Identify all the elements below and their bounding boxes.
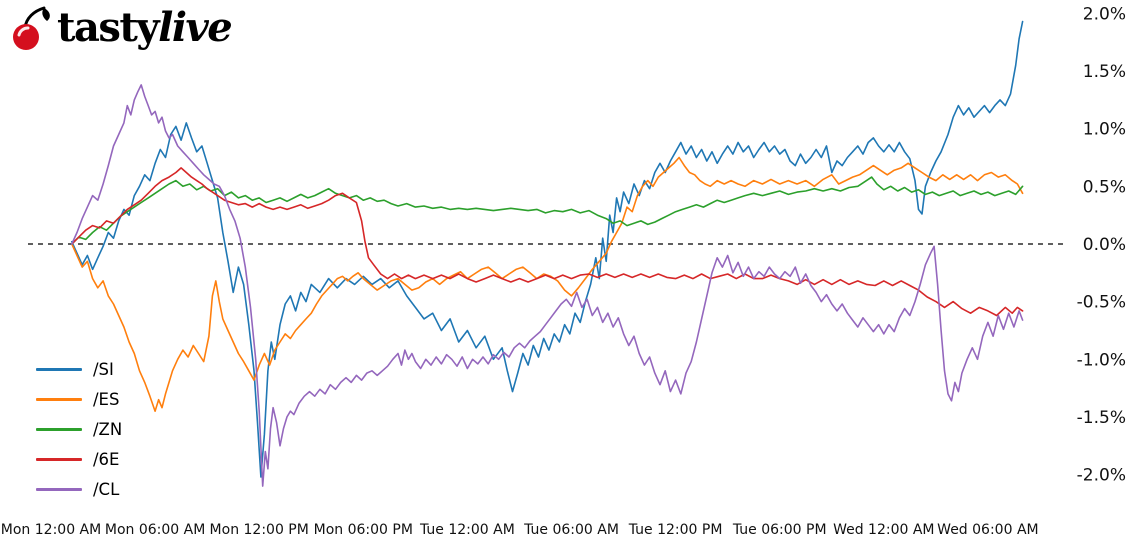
- legend-label-es: /ES: [93, 389, 120, 409]
- series-line-cl: [71, 84, 1024, 487]
- legend-label-si: /SI: [93, 359, 114, 379]
- legend-label-zn: /ZN: [93, 419, 123, 439]
- chart-legend: /SI/ES/ZN/6E/CL: [36, 359, 123, 499]
- y-tick-label: -0.5%: [1077, 293, 1126, 313]
- y-tick-label: -2.0%: [1077, 466, 1126, 486]
- brand-wordmark: tastylive: [57, 8, 233, 48]
- legend-item-zn: /ZN: [36, 419, 123, 439]
- series-line-zn: [71, 176, 1024, 245]
- x-tick-label: Tue 12:00 PM: [628, 522, 723, 538]
- x-tick-label: Mon 12:00 AM: [1, 522, 101, 538]
- y-tick-label: 1.5%: [1083, 62, 1126, 82]
- legend-label-cl: /CL: [93, 479, 120, 499]
- y-tick-label: 0.5%: [1083, 177, 1126, 197]
- x-tick-label: Tue 06:00 AM: [523, 522, 619, 538]
- y-tick-label: -1.0%: [1077, 350, 1126, 370]
- legend-swatch-6e: [36, 457, 82, 461]
- legend-item-es: /ES: [36, 389, 122, 409]
- y-tick-label: 0.0%: [1083, 235, 1126, 255]
- legend-item-6e: /6E: [36, 449, 122, 469]
- legend-swatch-es: [36, 397, 82, 401]
- brand-word-italic: live: [158, 4, 233, 51]
- x-tick-label: Mon 12:00 PM: [210, 522, 309, 538]
- y-tick-label: 2.0%: [1083, 4, 1126, 24]
- x-tick-label: Tue 12:00 AM: [419, 522, 515, 538]
- x-tick-label: Mon 06:00 PM: [314, 522, 413, 538]
- x-tick-label: Wed 06:00 AM: [937, 522, 1038, 538]
- x-tick-label: Tue 06:00 PM: [732, 522, 827, 538]
- x-tick-label: Wed 12:00 AM: [833, 522, 934, 538]
- legend-item-cl: /CL: [36, 479, 122, 499]
- legend-swatch-cl: [36, 487, 82, 491]
- x-tick-label: Mon 06:00 AM: [105, 522, 205, 538]
- legend-swatch-zn: [36, 427, 82, 431]
- brand-logo: tastylive: [6, 4, 233, 52]
- legend-item-si: /SI: [36, 359, 122, 379]
- series-line-6e: [71, 167, 1024, 317]
- legend-swatch-si: [36, 367, 82, 371]
- series-line-es: [71, 156, 1024, 413]
- legend-label-6e: /6E: [93, 449, 120, 469]
- cherry-icon: [13, 6, 50, 50]
- y-tick-label: 1.0%: [1083, 120, 1126, 140]
- brand-word-regular: tasty: [57, 4, 160, 51]
- y-tick-label: -1.5%: [1077, 408, 1126, 428]
- series-line-si: [71, 20, 1024, 478]
